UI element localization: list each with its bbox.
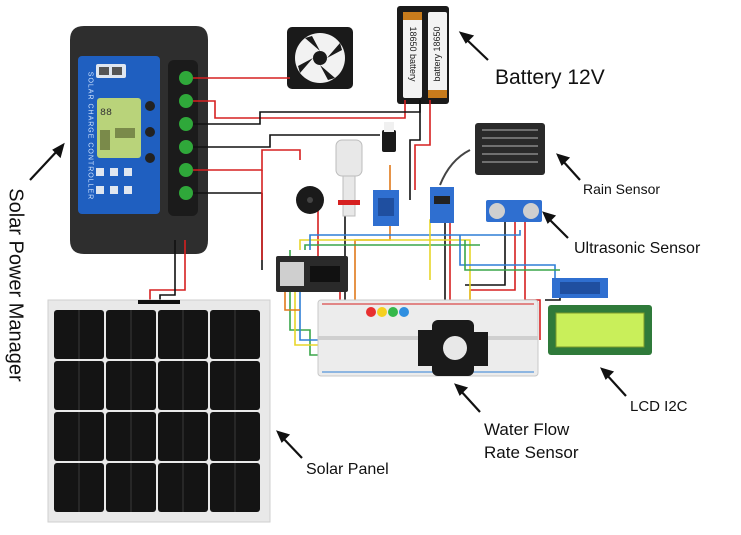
lcd-label: LCD I2C xyxy=(630,398,688,415)
battery-cell-label-1: 18650 battery xyxy=(408,26,418,82)
battery-label: Battery 12V xyxy=(495,66,605,89)
i2c-adapter xyxy=(552,278,608,298)
rain-sensor-plate xyxy=(439,123,545,186)
arrow-manager xyxy=(29,149,59,181)
water-flow-label: Water Flow Rate Sensor xyxy=(484,418,579,464)
lcd-module xyxy=(548,305,652,355)
arrow-solar xyxy=(281,436,303,459)
led-indicators xyxy=(366,307,409,317)
solar-panel xyxy=(47,299,271,523)
controller-title: SOLAR CHARGE CONTROLLER xyxy=(86,71,94,201)
solar-cells xyxy=(54,310,260,512)
charge-controller: 88 xyxy=(70,26,208,254)
rain-sensor-module xyxy=(430,187,454,223)
battery-cell-label-2: battery 18650 xyxy=(432,26,442,82)
svg-text:88: 88 xyxy=(100,108,112,119)
ultrasonic-sensor xyxy=(486,200,542,222)
ultrasonic-sensor-label: Ultrasonic Sensor xyxy=(574,240,701,257)
arrow-lcd xyxy=(605,373,627,397)
buzzer xyxy=(296,186,324,214)
arrow-ultrasonic xyxy=(547,217,569,239)
water-flow-sensor xyxy=(418,320,488,376)
label-arrows xyxy=(29,31,627,459)
microcontroller-board xyxy=(276,256,348,292)
relay-module xyxy=(373,190,399,226)
arrow-battery xyxy=(464,37,489,61)
power-switch xyxy=(382,122,396,152)
solar-power-manager-text: Solar Power Manager xyxy=(4,188,27,382)
water-flow-label-line2: Rate Sensor xyxy=(484,443,579,462)
arrow-flow xyxy=(459,389,481,413)
rain-sensor-label: Rain Sensor xyxy=(583,181,661,197)
solar-panel-label: Solar Panel xyxy=(306,461,389,478)
water-flow-label-line1: Water Flow xyxy=(484,420,570,439)
arrow-rain xyxy=(561,159,581,181)
solenoid-valve xyxy=(335,139,363,217)
solar-power-manager-label: Solar Power Manager xyxy=(0,170,30,400)
battery-holder xyxy=(397,6,449,104)
cooling-fan xyxy=(287,27,353,89)
